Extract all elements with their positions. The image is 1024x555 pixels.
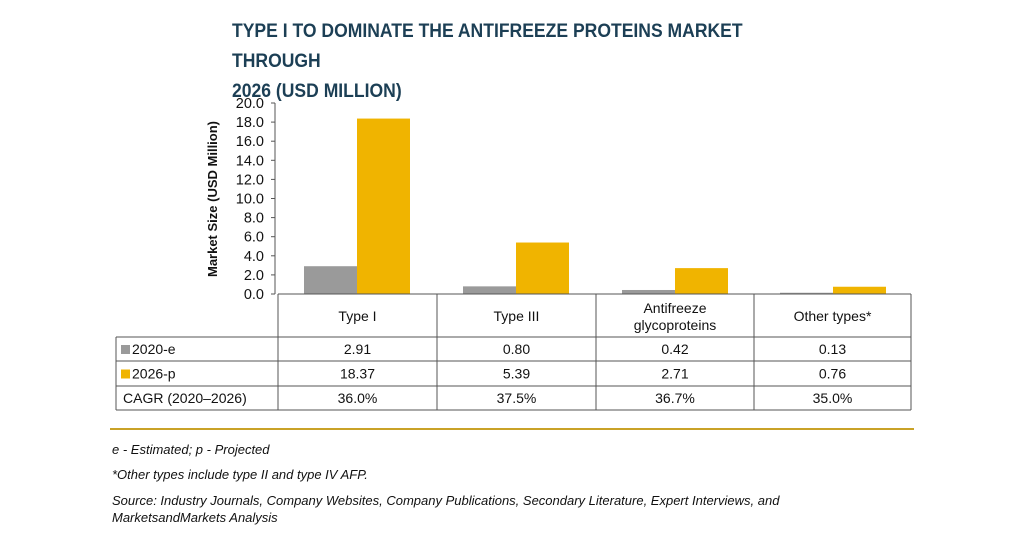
cagr-row-label: CAGR (2020–2026) — [123, 390, 247, 406]
bar-2020-e-2 — [622, 289, 675, 294]
data-label: 0.76 — [819, 366, 846, 382]
bar-2020-e-0 — [304, 266, 357, 294]
bar-chart: Market Size (USD Million) 0.0 2.0 4.0 6.0 8.… — [115, 96, 912, 411]
data-label: 0.42 — [661, 341, 688, 357]
bar-2026-p-3 — [833, 286, 886, 294]
data-label: 18.37 — [340, 366, 375, 382]
legend-swatch-2026-p — [121, 369, 130, 379]
y-tick-label: 0.0 — [244, 287, 264, 303]
cagr-value: 37.5% — [497, 390, 537, 406]
chart-title-line-2: 2026 (USD MILLION) — [232, 80, 402, 102]
y-tick-label: 10.0 — [236, 192, 264, 208]
y-tick-label: 4.0 — [244, 249, 264, 265]
y-tick-label: 18.0 — [236, 115, 264, 131]
category-label: Type I — [338, 308, 376, 324]
data-label: 2.91 — [344, 341, 371, 357]
bar-2026-p-1 — [516, 242, 569, 294]
bar-2020-e-3 — [780, 292, 833, 294]
footnote-source-line-1: Source: Industry Journals, Company Websi… — [112, 493, 780, 508]
category-label: Type III — [494, 308, 540, 324]
bar-2026-p-0 — [357, 118, 410, 294]
y-tick-label: 2.0 — [244, 268, 264, 284]
category-label: Other types* — [794, 308, 872, 324]
cagr-value: 35.0% — [813, 390, 853, 406]
legend-label: 2020-e — [132, 341, 176, 357]
footnote-other-types: *Other types include type II and type IV… — [112, 467, 368, 482]
data-label: 0.13 — [819, 341, 846, 357]
legend-label: 2026-p — [132, 366, 176, 382]
footnote-source: Source: Industry Journals, Company Websi… — [112, 492, 779, 526]
data-label: 0.80 — [503, 341, 530, 357]
y-tick-label: 20.0 — [236, 96, 264, 112]
data-label: 5.39 — [503, 366, 530, 382]
footnote-source-line-2: MarketsandMarkets Analysis — [112, 510, 278, 525]
footer-divider — [110, 428, 914, 430]
legend-swatch-2020-e — [121, 345, 130, 354]
category-label-line: glycoproteins — [634, 317, 717, 333]
bar-2026-p-2 — [675, 268, 728, 294]
y-tick-label: 14.0 — [236, 153, 264, 169]
chart-title-line-1: TYPE I TO DOMINATE THE ANTIFREEZE PROTEI… — [232, 20, 743, 72]
chart-title: TYPE I TO DOMINATE THE ANTIFREEZE PROTEI… — [232, 16, 790, 106]
y-tick-label: 12.0 — [236, 172, 264, 188]
data-label: 2.71 — [661, 366, 688, 382]
y-tick-label: 16.0 — [236, 134, 264, 150]
y-axis-label: Market Size (USD Million) — [205, 121, 220, 277]
category-label-line: Antifreeze — [643, 300, 706, 316]
y-tick-label: 8.0 — [244, 211, 264, 227]
footnote-estimated: e - Estimated; p - Projected — [112, 442, 270, 457]
cagr-value: 36.7% — [655, 390, 695, 406]
cagr-value: 36.0% — [338, 390, 378, 406]
bar-2020-e-1 — [463, 286, 516, 294]
y-tick-label: 6.0 — [244, 230, 264, 246]
